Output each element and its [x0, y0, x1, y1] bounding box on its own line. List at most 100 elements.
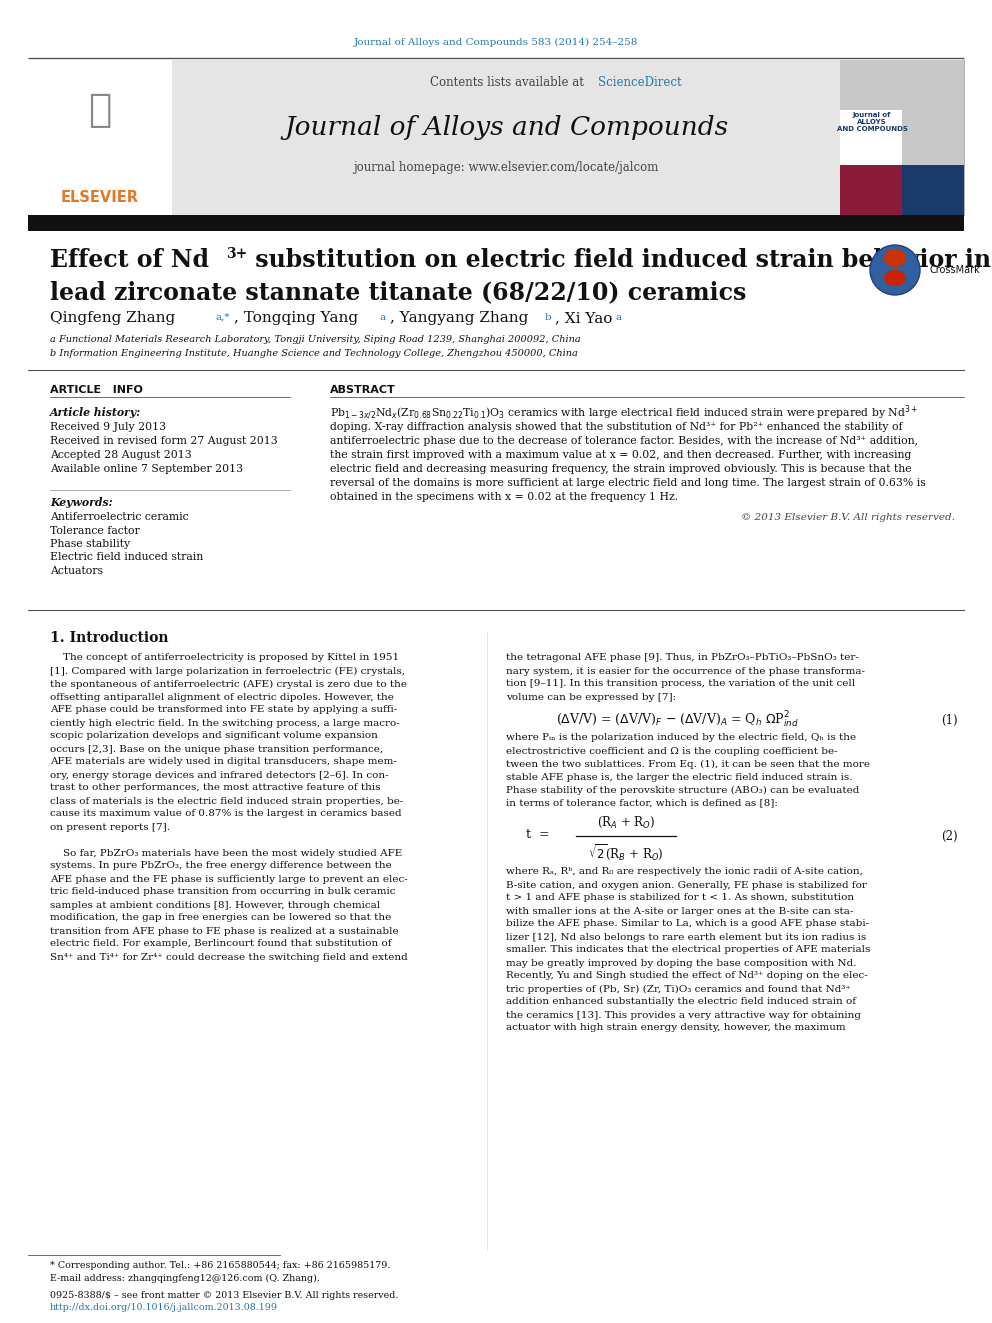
- Text: 1. Introduction: 1. Introduction: [50, 631, 169, 646]
- Text: where Rₐ, Rᵇ, and R₀ are respectively the ionic radii of A-site cation,: where Rₐ, Rᵇ, and R₀ are respectively th…: [506, 868, 863, 877]
- Text: modification, the gap in free energies can be lowered so that the: modification, the gap in free energies c…: [50, 913, 391, 922]
- Text: b: b: [545, 314, 552, 321]
- Text: with smaller ions at the A-site or larger ones at the B-site can sta-: with smaller ions at the A-site or large…: [506, 906, 853, 916]
- Bar: [840, 110, 902, 165]
- Text: So far, PbZrO₃ materials have been the most widely studied AFE: So far, PbZrO₃ materials have been the m…: [50, 848, 402, 857]
- Text: tion [9–11]. In this transition process, the variation of the unit cell: tion [9–11]. In this transition process,…: [506, 680, 855, 688]
- Text: Received in revised form 27 August 2013: Received in revised form 27 August 2013: [50, 437, 278, 446]
- Text: Journal of
ALLOYS
AND COMPOUNDS: Journal of ALLOYS AND COMPOUNDS: [836, 112, 908, 132]
- Text: smaller. This indicates that the electrical properties of AFE materials: smaller. This indicates that the electri…: [506, 946, 870, 954]
- Text: Actuators: Actuators: [50, 566, 103, 576]
- Text: samples at ambient conditions [8]. However, through chemical: samples at ambient conditions [8]. Howev…: [50, 901, 380, 909]
- Text: tween the two sublattices. From Eq. (1), it can be seen that the more: tween the two sublattices. From Eq. (1),…: [506, 759, 870, 769]
- Text: lead zirconate stannate titanate (68/22/10) ceramics: lead zirconate stannate titanate (68/22/…: [50, 280, 746, 304]
- Text: b Information Engineering Institute, Huanghe Science and Technology College, Zhe: b Information Engineering Institute, Hua…: [50, 349, 578, 359]
- Text: transition from AFE phase to FE phase is realized at a sustainable: transition from AFE phase to FE phase is…: [50, 926, 399, 935]
- Bar: [840, 165, 902, 216]
- Text: The concept of antiferroelectricity is proposed by Kittel in 1951: The concept of antiferroelectricity is p…: [50, 654, 399, 663]
- Text: class of materials is the electric field induced strain properties, be-: class of materials is the electric field…: [50, 796, 404, 806]
- Text: (R$_A$ + R$_O$): (R$_A$ + R$_O$): [597, 815, 655, 830]
- Text: 0925-8388/$ – see front matter © 2013 Elsevier B.V. All rights reserved.: 0925-8388/$ – see front matter © 2013 El…: [50, 1290, 399, 1299]
- Text: on present reports [7].: on present reports [7].: [50, 823, 170, 831]
- Text: Antiferroelectric ceramic: Antiferroelectric ceramic: [50, 512, 188, 523]
- Text: * Corresponding author. Tel.: +86 2165880544; fax: +86 2165985179.: * Corresponding author. Tel.: +86 216588…: [50, 1262, 391, 1270]
- Text: (1): (1): [941, 713, 958, 726]
- Text: a Functional Materials Research Laboratory, Tongji University, Siping Road 1239,: a Functional Materials Research Laborato…: [50, 336, 580, 344]
- Text: volume can be expressed by [7]:: volume can be expressed by [7]:: [506, 692, 677, 701]
- Text: Effect of Nd: Effect of Nd: [50, 247, 209, 273]
- Text: tric properties of (Pb, Sr) (Zr, Ti)O₃ ceramics and found that Nd³⁺: tric properties of (Pb, Sr) (Zr, Ti)O₃ c…: [506, 984, 851, 994]
- Text: the tetragonal AFE phase [9]. Thus, in PbZrO₃–PbTiO₃–PbSnO₃ ter-: the tetragonal AFE phase [9]. Thus, in P…: [506, 654, 859, 663]
- Text: reversal of the domains is more sufficient at large electric field and long time: reversal of the domains is more sufficie…: [330, 478, 926, 488]
- Text: ELSEVIER: ELSEVIER: [61, 191, 139, 205]
- Text: lizer [12], Nd also belongs to rare earth element but its ion radius is: lizer [12], Nd also belongs to rare eart…: [506, 933, 866, 942]
- Text: obtained in the specimens with x = 0.02 at the frequency 1 Hz.: obtained in the specimens with x = 0.02 …: [330, 492, 679, 501]
- Text: tric field-induced phase transition from occurring in bulk ceramic: tric field-induced phase transition from…: [50, 888, 396, 897]
- Text: B-site cation, and oxygen anion. Generally, FE phase is stabilized for: B-site cation, and oxygen anion. General…: [506, 881, 867, 889]
- Text: , Tongqing Yang: , Tongqing Yang: [234, 311, 358, 325]
- Text: bilize the AFE phase. Similar to La, which is a good AFE phase stabi-: bilize the AFE phase. Similar to La, whi…: [506, 919, 869, 929]
- Text: Journal of Alloys and Compounds: Journal of Alloys and Compounds: [284, 115, 728, 140]
- Bar: [28, 216, 964, 232]
- Text: Electric field induced strain: Electric field induced strain: [50, 553, 203, 562]
- Text: ScienceDirect: ScienceDirect: [598, 75, 682, 89]
- Text: antiferroelectric phase due to the decrease of tolerance factor. Besides, with t: antiferroelectric phase due to the decre…: [330, 437, 919, 446]
- Text: Received 9 July 2013: Received 9 July 2013: [50, 422, 166, 433]
- Text: a: a: [615, 314, 621, 321]
- Text: , Yangyang Zhang: , Yangyang Zhang: [390, 311, 529, 325]
- Text: 3+: 3+: [226, 247, 247, 261]
- Text: offsetting antiparallel alignment of electric dipoles. However, the: offsetting antiparallel alignment of ele…: [50, 692, 394, 701]
- Text: Pb$_{1-3x/2}$Nd$_x$(Zr$_{0.68}$Sn$_{0.22}$Ti$_{0.1}$)O$_3$ ceramics with large e: Pb$_{1-3x/2}$Nd$_x$(Zr$_{0.68}$Sn$_{0.22…: [330, 404, 919, 422]
- Text: t  =: t =: [526, 827, 550, 840]
- Bar: [172, 60, 840, 216]
- Text: ory, energy storage devices and infrared detectors [2–6]. In con-: ory, energy storage devices and infrared…: [50, 770, 389, 779]
- Text: cause its maximum value of 0.87% is the largest in ceramics based: cause its maximum value of 0.87% is the …: [50, 810, 402, 819]
- Text: ARTICLE   INFO: ARTICLE INFO: [50, 385, 143, 396]
- Text: the spontaneous of antiferroelectric (AFE) crystal is zero due to the: the spontaneous of antiferroelectric (AF…: [50, 680, 407, 688]
- Text: scopic polarization develops and significant volume expansion: scopic polarization develops and signifi…: [50, 732, 378, 741]
- Text: AFE phase and the FE phase is sufficiently large to prevent an elec-: AFE phase and the FE phase is sufficient…: [50, 875, 408, 884]
- Bar: [902, 110, 964, 165]
- Text: Contents lists available at: Contents lists available at: [430, 75, 587, 89]
- Text: occurs [2,3]. Base on the unique phase transition performance,: occurs [2,3]. Base on the unique phase t…: [50, 745, 383, 754]
- Ellipse shape: [884, 270, 906, 286]
- Text: journal homepage: www.elsevier.com/locate/jalcom: journal homepage: www.elsevier.com/locat…: [353, 161, 659, 175]
- Text: addition enhanced substantially the electric field induced strain of: addition enhanced substantially the elec…: [506, 998, 856, 1007]
- Circle shape: [870, 245, 920, 295]
- Text: 🌳: 🌳: [88, 91, 112, 130]
- Text: Tolerance factor: Tolerance factor: [50, 525, 140, 536]
- Text: $\sqrt{2}$(R$_B$ + R$_O$): $\sqrt{2}$(R$_B$ + R$_O$): [588, 841, 664, 863]
- Text: actuator with high strain energy density, however, the maximum: actuator with high strain energy density…: [506, 1024, 845, 1032]
- Text: Accepted 28 August 2013: Accepted 28 August 2013: [50, 450, 191, 460]
- Text: nary system, it is easier for the occurrence of the phase transforma-: nary system, it is easier for the occurr…: [506, 667, 865, 676]
- Text: CrossMark: CrossMark: [930, 265, 981, 275]
- Text: Article history:: Article history:: [50, 406, 141, 418]
- Text: ($\Delta$V/V) = ($\Delta$V/V)$_F$ $-$ ($\Delta$V/V)$_A$ = Q$_h$ $\Omega$P$^2_{in: ($\Delta$V/V) = ($\Delta$V/V)$_F$ $-$ ($…: [556, 710, 799, 730]
- Text: in terms of tolerance factor, which is defined as [8]:: in terms of tolerance factor, which is d…: [506, 799, 778, 807]
- Text: [1]. Compared with large polarization in ferroelectric (FE) crystals,: [1]. Compared with large polarization in…: [50, 667, 405, 676]
- Bar: [840, 60, 964, 216]
- Text: http://dx.doi.org/10.1016/j.jallcom.2013.08.199: http://dx.doi.org/10.1016/j.jallcom.2013…: [50, 1303, 278, 1312]
- Text: a,*: a,*: [216, 314, 230, 321]
- Text: electric field and decreasing measuring frequency, the strain improved obviously: electric field and decreasing measuring …: [330, 464, 912, 474]
- Text: the strain first improved with a maximum value at x = 0.02, and then decreased. : the strain first improved with a maximum…: [330, 450, 912, 460]
- Text: © 2013 Elsevier B.V. All rights reserved.: © 2013 Elsevier B.V. All rights reserved…: [741, 512, 955, 521]
- Text: ABSTRACT: ABSTRACT: [330, 385, 396, 396]
- Text: , Xi Yao: , Xi Yao: [555, 311, 612, 325]
- Text: t > 1 and AFE phase is stabilized for t < 1. As shown, substitution: t > 1 and AFE phase is stabilized for t …: [506, 893, 854, 902]
- Text: (2): (2): [941, 830, 958, 843]
- Bar: [902, 165, 964, 216]
- Text: AFE phase could be transformed into FE state by applying a suffi-: AFE phase could be transformed into FE s…: [50, 705, 397, 714]
- Text: substitution on electric field induced strain behavior in: substitution on electric field induced s…: [247, 247, 991, 273]
- Text: AFE materials are widely used in digital transducers, shape mem-: AFE materials are widely used in digital…: [50, 758, 397, 766]
- Text: where Pᵢₙ⁤ is the polarization induced by the electric field, Qₕ is the: where Pᵢₙ⁤ is the polarization induced b…: [506, 733, 856, 742]
- Text: stable AFE phase is, the larger the electric field induced strain is.: stable AFE phase is, the larger the elec…: [506, 773, 852, 782]
- Text: Keywords:: Keywords:: [50, 497, 113, 508]
- Text: systems. In pure PbZrO₃, the free energy difference between the: systems. In pure PbZrO₃, the free energy…: [50, 861, 392, 871]
- Text: Journal of Alloys and Compounds 583 (2014) 254–258: Journal of Alloys and Compounds 583 (201…: [354, 37, 638, 46]
- Text: Sn⁴⁺ and Ti⁴⁺ for Zr⁴⁺ could decrease the switching field and extend: Sn⁴⁺ and Ti⁴⁺ for Zr⁴⁺ could decrease th…: [50, 953, 408, 962]
- Text: may be greatly improved by doping the base composition with Nd.: may be greatly improved by doping the ba…: [506, 958, 856, 967]
- Text: electrostrictive coefficient and Ω is the coupling coefficient be-: electrostrictive coefficient and Ω is th…: [506, 746, 837, 755]
- Text: the ceramics [13]. This provides a very attractive way for obtaining: the ceramics [13]. This provides a very …: [506, 1011, 861, 1020]
- Text: E-mail address: zhangqingfeng12@126.com (Q. Zhang).: E-mail address: zhangqingfeng12@126.com …: [50, 1274, 319, 1282]
